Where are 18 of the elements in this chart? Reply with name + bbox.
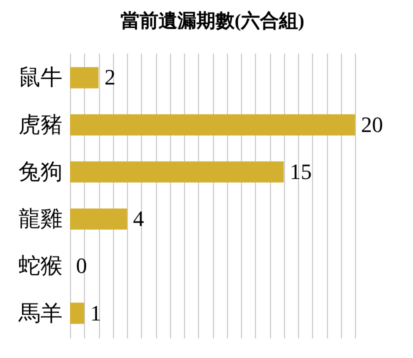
- bar: [70, 161, 284, 183]
- y-tick-label: 馬羊: [18, 300, 62, 326]
- data-label: 20: [361, 112, 383, 137]
- data-label: 4: [133, 206, 144, 232]
- data-label: 0: [76, 253, 87, 278]
- y-tick-label: 龍雞: [18, 206, 62, 232]
- bar: [70, 302, 84, 324]
- y-tick-label: 兔狗: [18, 158, 62, 184]
- data-label: 1: [90, 300, 102, 326]
- y-tick-label: 蛇猴: [18, 253, 62, 278]
- chart-title: 當前遺漏期數(六合組): [120, 10, 304, 32]
- data-label: 15: [290, 158, 312, 184]
- bar: [70, 114, 355, 136]
- bar: [70, 67, 98, 88]
- bar: [70, 208, 127, 230]
- y-tick-label: 鼠牛: [18, 64, 62, 90]
- data-label: 2: [104, 64, 116, 90]
- y-tick-label: 虎豬: [18, 112, 62, 137]
